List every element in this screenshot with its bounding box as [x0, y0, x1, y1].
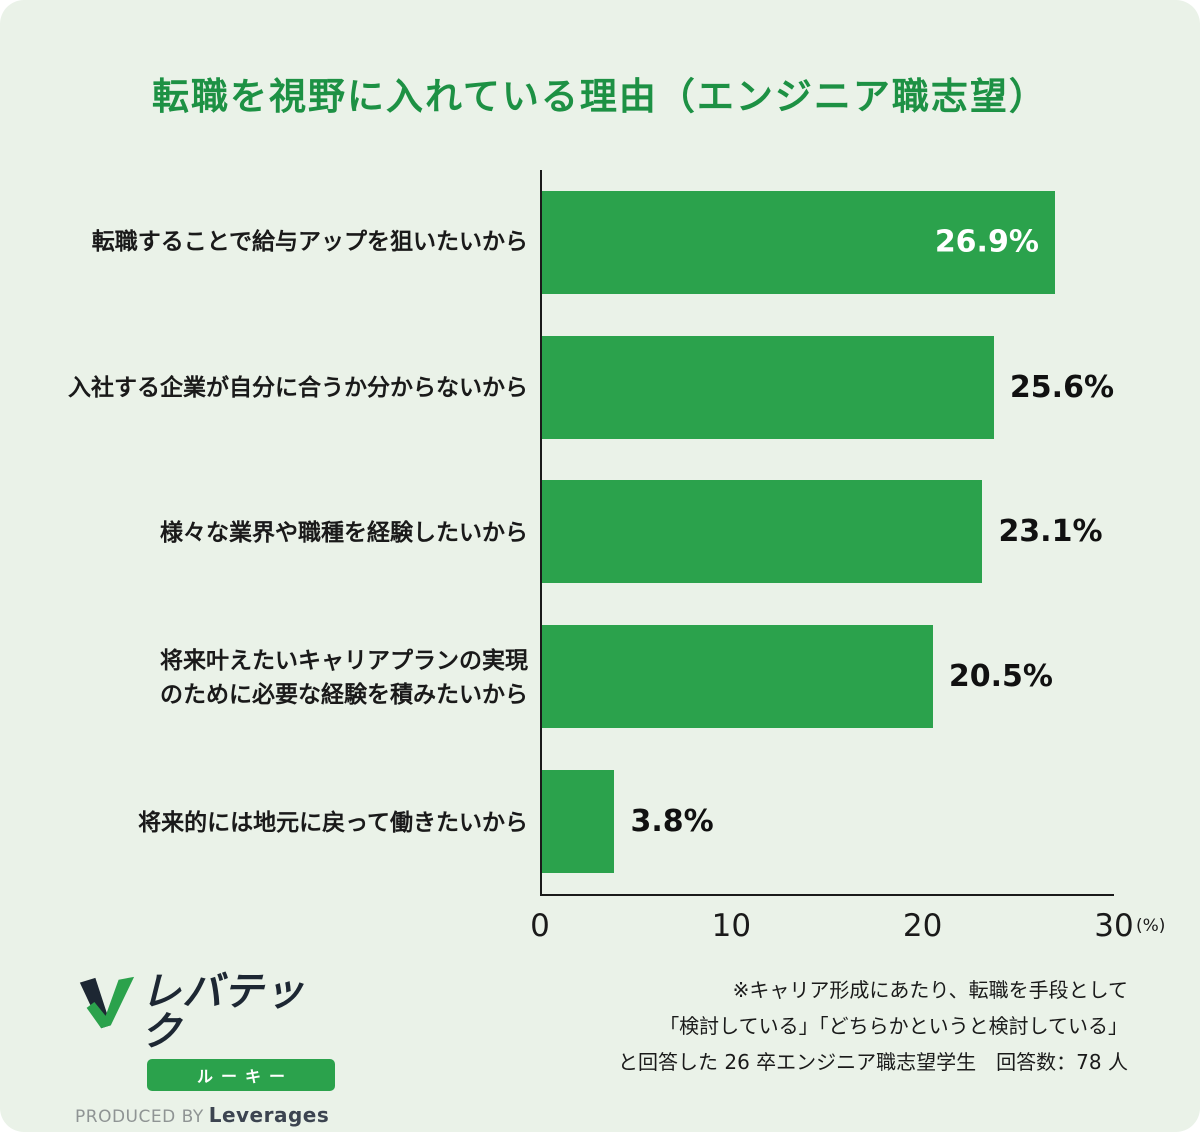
footnote: ※キャリア形成にあたり、転職を手段として 「検討している」「どちらかというと検討… [618, 972, 1128, 1080]
value-label: 26.9% [934, 224, 1039, 260]
x-axis: (%) 0 10 20 30 [530, 902, 1165, 952]
plot-area: 26.9% 25.6% 23.1% 20.5% 3.8% [540, 170, 1114, 896]
brand-logo: レバテック ルーキー PRODUCED BY Leverages [75, 972, 335, 1127]
brand-name: レバテック [141, 969, 305, 1055]
bar-row: 23.1% [542, 460, 1114, 605]
bar-row: 20.5% [542, 604, 1114, 749]
x-axis-tick: 20 [902, 908, 943, 944]
produced-by: PRODUCED BY Leverages [75, 1103, 335, 1127]
category-label: 入社する企業が自分に合うか分からないから [68, 374, 528, 401]
category-label: 様々な業界や職種を経験したいから [160, 519, 528, 546]
bar [542, 770, 615, 874]
produced-by-label: PRODUCED BY [75, 1107, 204, 1127]
bar [542, 625, 933, 729]
x-axis-unit: (%) [1136, 916, 1166, 936]
category-label: 将来的には地元に戻って働きたいから [138, 810, 528, 837]
company-name: Leverages [208, 1103, 330, 1127]
bar [542, 480, 983, 584]
value-label: 23.1% [998, 514, 1103, 550]
checkmark-logo-icon [79, 976, 135, 1029]
category-label: 将来叶えたいキャリアプランの実現 のために必要な経験を積みたいから [160, 647, 528, 709]
value-label: 25.6% [1009, 369, 1114, 405]
category-labels: 転職することで給与アップを狙いたいから入社する企業が自分に合うか分からないから様… [0, 170, 540, 896]
bar-row: 3.8% [542, 749, 1114, 894]
category-label: 転職することで給与アップを狙いたいから [91, 229, 528, 256]
value-label: 3.8% [630, 804, 714, 840]
x-axis-tick: 30 [1094, 908, 1134, 944]
bar-row: 26.9% [542, 170, 1114, 315]
footnote-line: 「検討している」「どちらかというと検討している」 [659, 1014, 1128, 1038]
bar: 26.9% [542, 190, 1055, 294]
footnote-line: ※キャリア形成にあたり、転職を手段として [732, 978, 1128, 1002]
value-label: 20.5% [948, 659, 1053, 695]
x-axis-tick: 10 [711, 908, 752, 944]
chart-title: 転職を視野に入れている理由（エンジニア職志望） [152, 75, 1048, 118]
brand-sub-badge: ルーキー [147, 1059, 335, 1091]
footnote-line: と回答した 26 卒エンジニア職志望学生 回答数：78 人 [618, 1050, 1128, 1074]
bar-chart: 転職することで給与アップを狙いたいから入社する企業が自分に合うか分からないから様… [0, 170, 1114, 896]
bar [542, 335, 994, 439]
bar-row: 25.6% [542, 315, 1114, 460]
x-axis-tick: 0 [530, 908, 550, 944]
